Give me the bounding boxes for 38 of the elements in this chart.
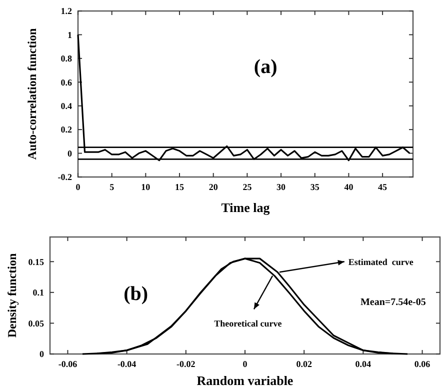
x-tick-label: -0.06 [58, 359, 78, 369]
x-tick-label: 0 [76, 182, 81, 192]
x-tick-label: 20 [208, 182, 218, 192]
legend-label: Estimated curve [348, 256, 414, 267]
x-tick-label: 45 [378, 182, 388, 192]
y-tick-label: -0.2 [58, 172, 72, 182]
y-tick-label: 0.2 [60, 124, 72, 135]
x-tick-label: 0.06 [414, 359, 431, 369]
y-axis-title: Density function [5, 253, 19, 338]
annotation: (a) [254, 56, 278, 78]
x-tick-label: 35 [310, 182, 320, 192]
x-tick-label: 5 [110, 182, 115, 192]
x-axis-title: Time lag [221, 200, 270, 215]
y-tick-label: 0 [40, 349, 44, 360]
y-tick-label: 0 [68, 148, 72, 158]
x-tick-label: 0.02 [296, 359, 312, 369]
y-tick-label: 0.05 [28, 318, 44, 328]
x-tick-label: -0.04 [117, 359, 137, 369]
text: Theoretical curve [214, 318, 282, 328]
annotation: (b) [124, 283, 148, 306]
x-tick-label: 10 [141, 182, 151, 192]
x-tick-label: 25 [242, 182, 252, 192]
y-tick-label: 1 [68, 30, 72, 40]
y-axis-title: Auto-correlation function [25, 28, 39, 160]
y-tick-label: 0.1 [32, 288, 44, 298]
x-tick-label: 15 [175, 182, 185, 192]
y-tick-label: 0.8 [60, 54, 72, 64]
y-tick-label: 0.15 [28, 256, 44, 267]
y-tick-label: 0.4 [60, 101, 72, 112]
x-tick-label: 0.04 [355, 359, 372, 369]
x-tick-label: 0 [242, 359, 248, 369]
x-tick-label: -0.02 [176, 359, 196, 369]
y-tick-label: 1.2 [60, 6, 72, 16]
x-tick-label: 30 [276, 182, 286, 192]
x-tick-label: 40 [344, 182, 354, 192]
y-tick-label: 0.6 [60, 77, 72, 88]
x-axis-title: Random variable [196, 373, 294, 388]
annotation: Mean=7.54e-05 [360, 296, 426, 308]
